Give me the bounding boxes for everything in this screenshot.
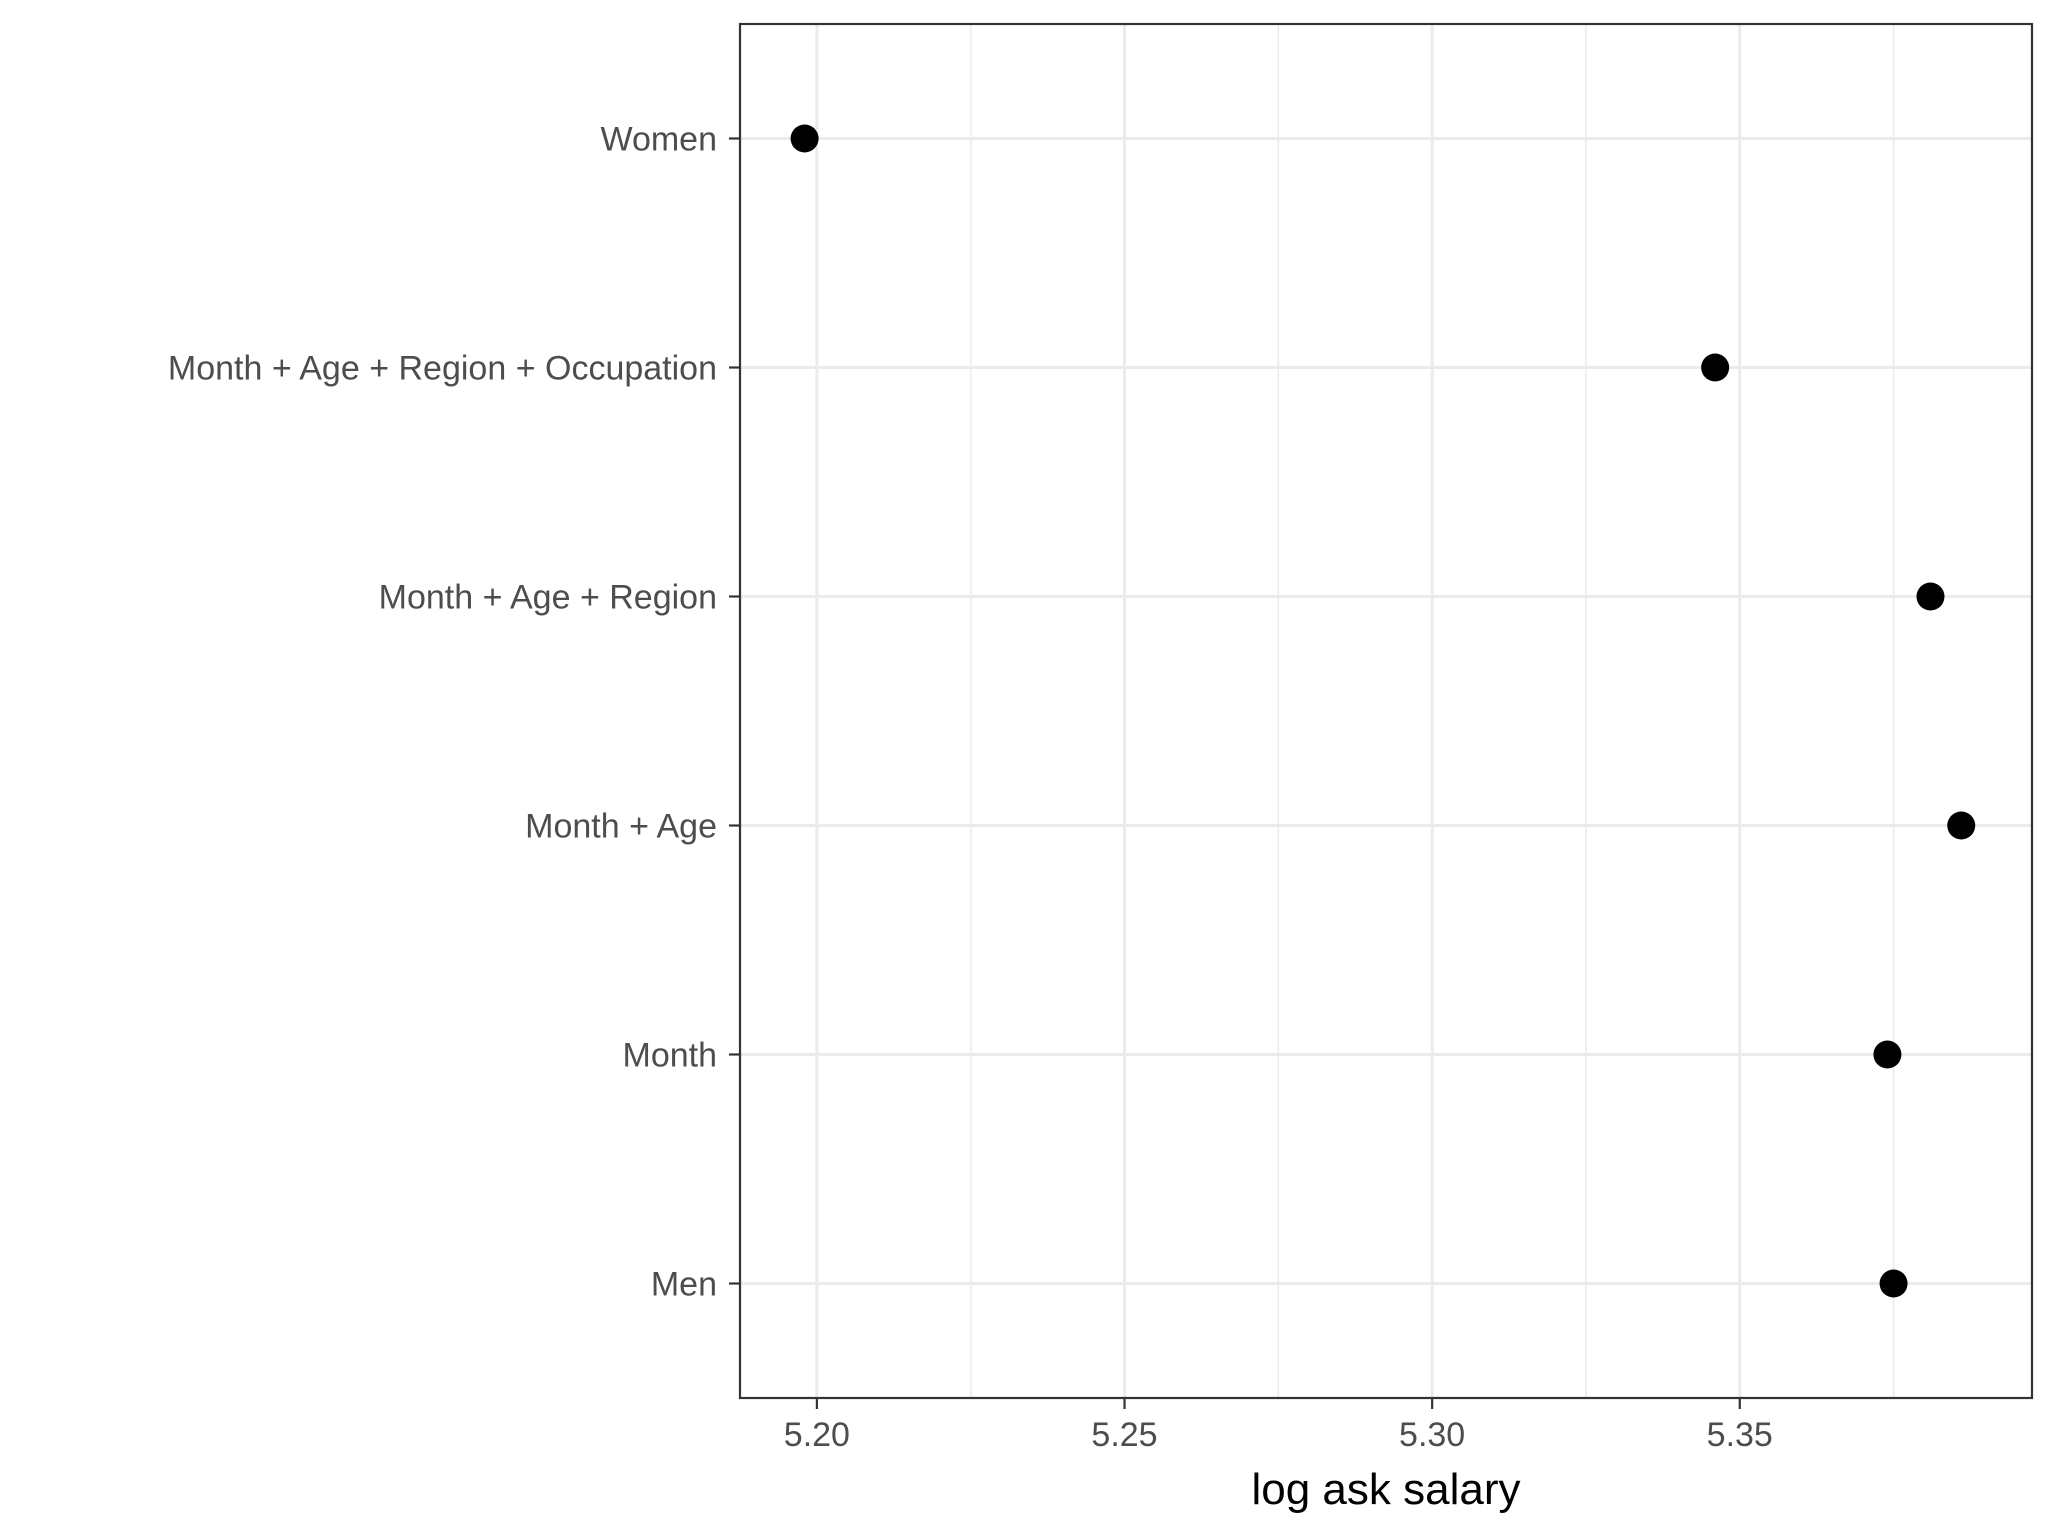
y-tick-label: Month + Age + Region + Occupation xyxy=(168,350,717,388)
data-point xyxy=(1873,1040,1902,1069)
x-tick-label: 5.35 xyxy=(1707,1416,1773,1454)
major-gridlines xyxy=(740,24,2032,1398)
x-tick-label: 5.30 xyxy=(1399,1416,1465,1454)
y-tick-label: Month xyxy=(623,1037,718,1075)
data-point xyxy=(1916,582,1945,611)
y-tick-label: Women xyxy=(600,121,717,159)
minor-gridlines xyxy=(969,24,1895,1398)
x-axis: 5.20 5.25 5.30 5.35 xyxy=(784,1398,1773,1454)
panel-border xyxy=(738,22,2034,1400)
data-points xyxy=(790,124,1976,1298)
data-point xyxy=(1947,811,1976,840)
y-tick-label: Month + Age + Region xyxy=(379,579,717,617)
y-tick-label: Men xyxy=(651,1266,717,1304)
data-point xyxy=(1701,353,1730,382)
x-tick-label: 5.20 xyxy=(784,1416,850,1454)
x-tick-label: 5.25 xyxy=(1091,1416,1157,1454)
y-axis: Men Month Month + Age Month + Age + Region M… xyxy=(168,121,740,1304)
x-axis-title: log ask salary xyxy=(1251,1465,1520,1514)
y-tick-label: Month + Age xyxy=(525,808,717,846)
data-point xyxy=(790,124,819,153)
data-point xyxy=(1879,1269,1908,1298)
